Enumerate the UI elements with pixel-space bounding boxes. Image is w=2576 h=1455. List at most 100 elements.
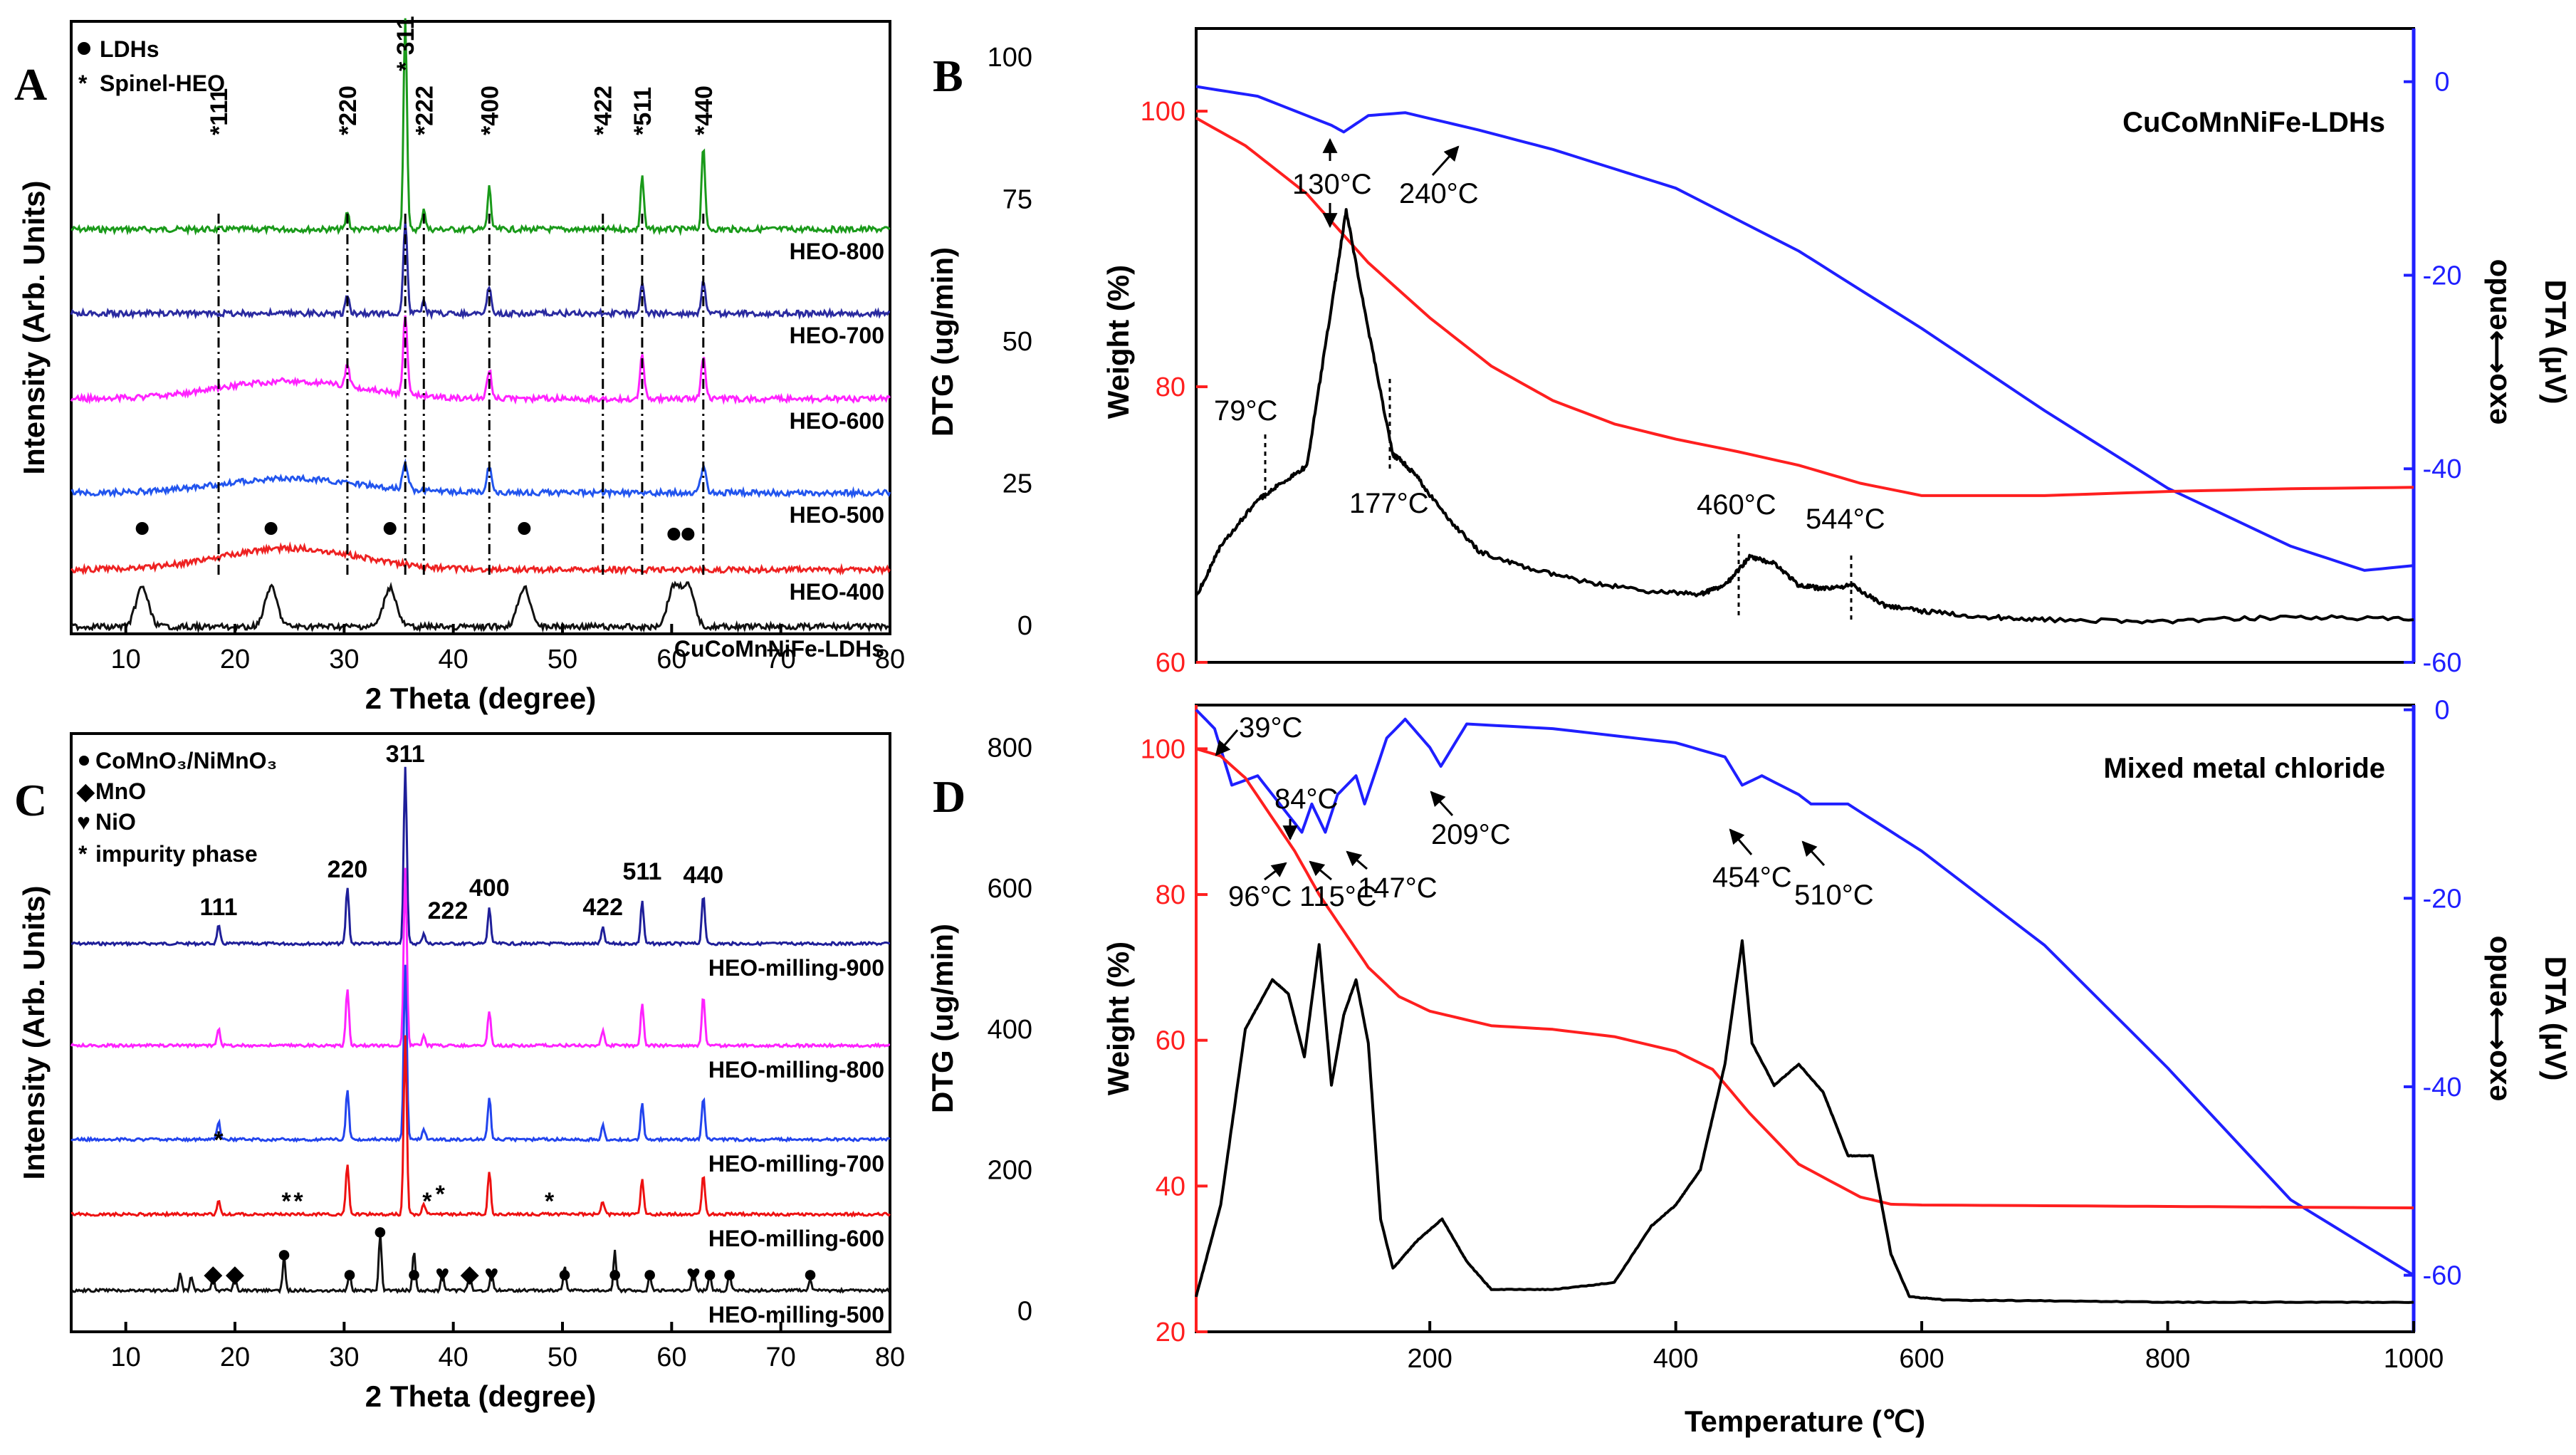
annotation-544c: 544°C	[1806, 504, 1885, 535]
xrd-series-heo-milling-600	[70, 1035, 891, 1218]
series-label-heo-milling-800: HEO-milling-800	[708, 1057, 884, 1083]
b-dtg-tick-label: 25	[1002, 469, 1032, 499]
panel-c-series-labels: HEO-milling-900 HEO-milling-800 HEO-millin…	[708, 955, 884, 1328]
panel-c-legend: CoMnO₃/NiMnO₃ ◆ MnO ♥ NiO * impurity pha…	[76, 748, 277, 867]
annotation-39c: 39°C	[1239, 712, 1302, 744]
c-x-tick-label: 30	[329, 1342, 359, 1372]
panel-b-weight-ticks: 60 80 100	[1141, 97, 1208, 678]
ldh-peak-dot-icon	[518, 522, 531, 535]
c-impurity-star-icon: *	[422, 1188, 432, 1215]
panel-c-plot-frame	[70, 732, 891, 1333]
panel-d-exo-endo-label: exo⟷endo	[2479, 936, 2513, 1102]
panel-b-thermal-chart: B 0 25 50 75 100 60 80 100 0 -20 -40 -60 CuCoMnNi…	[926, 27, 2572, 678]
panel-d-x-axis-label: Temperature (℃)	[1685, 1404, 1925, 1438]
legend-comno3-label: CoMnO₃/NiMnO₃	[95, 748, 277, 773]
xrd-series-heo-milling-700	[70, 964, 891, 1143]
legend-spinel-star: *	[78, 71, 88, 96]
d-dtg-tick-label: 0	[1017, 1296, 1032, 1326]
series-label-heo-500: HEO-500	[790, 502, 884, 528]
panel-d-dta-label: DTA (μV)	[2539, 956, 2572, 1081]
c-impurity-star-icon: *	[293, 1188, 303, 1215]
ldh-peak-dot-icon	[667, 528, 681, 541]
xrd-series-heo-500	[70, 458, 891, 500]
series-label-heo-600: HEO-600	[790, 408, 884, 434]
xrd-series-heo-600	[70, 315, 891, 405]
legend-nio-marker: ♥	[77, 809, 90, 835]
d-dtg-tick-label: 200	[988, 1156, 1032, 1186]
c-phase-marker-icon: ●	[557, 1261, 572, 1288]
series-label-heo-700: HEO-700	[790, 323, 884, 348]
d-weight-tick-label: 80	[1156, 880, 1185, 910]
a-x-tick-label: 60	[656, 645, 686, 674]
peak-label-3: *222	[411, 85, 438, 135]
panel-a-x-axis-label: 2 Theta (degree)	[365, 682, 596, 715]
peak-label-6: *511	[629, 87, 656, 135]
panel-c-phase-markers: ◆ ◆●●●● ♥ ◆ ♥ ● ● ● ♥ ● ● ●** * * * *	[204, 1127, 817, 1288]
panel-b-annotations: 130°C 240°C 79°C 177°C 460°C 544°C	[1214, 137, 1885, 623]
peak-label-4: *400	[476, 85, 503, 135]
panel-d-dta-ticks: 0 -20 -40 -60	[2404, 696, 2461, 1291]
panel-a-peak-labels: *111 *220 * 311 *222 *400 *422 *511 *440	[206, 16, 718, 135]
series-label-heo-milling-500: HEO-milling-500	[708, 1302, 884, 1328]
d-weight-tick-label: 40	[1156, 1172, 1185, 1201]
c-x-tick-label: 60	[656, 1342, 686, 1372]
panel-b-dtg-ticks: 0 25 50 75 100	[988, 43, 1032, 641]
c-x-tick-label: 40	[439, 1342, 468, 1372]
b-dta-tick-label: -40	[2423, 454, 2462, 484]
arrow-39c-icon	[1215, 729, 1239, 756]
annotation-209c: 209°C	[1431, 819, 1511, 850]
panel-c-x-axis-label: 2 Theta (degree)	[365, 1380, 596, 1413]
panel-a-y-axis-label: Intensity (Arb. Units)	[17, 180, 51, 474]
b-series-dta	[1195, 85, 2414, 572]
c-x-tick-label: 80	[875, 1342, 905, 1372]
panel-a-series-labels: HEO-800 HEO-700 HEO-600 HEO-500 HEO-400 CuCoM…	[674, 239, 884, 662]
xrd-series-cucomnnife-ldhs	[70, 580, 891, 634]
legend-spinel-label: Spinel-HEO	[100, 71, 225, 96]
panel-label-b: B	[933, 51, 963, 101]
b-series-weight	[1195, 117, 2414, 497]
legend-nio-label: NiO	[95, 809, 136, 835]
legend-mno-marker: ◆	[76, 778, 95, 804]
annotation-96c: 96°C	[1228, 881, 1292, 912]
ldh-peak-dot-icon	[135, 522, 149, 535]
c-phase-marker-icon: ●	[642, 1261, 657, 1288]
peak-label-0: *111	[206, 88, 233, 135]
b-dtg-tick-label: 50	[1002, 327, 1032, 357]
xrd-series-heo-700	[70, 221, 891, 320]
b-dtg-tick-label: 75	[1002, 184, 1032, 214]
ldh-peak-dot-icon	[264, 522, 278, 535]
panel-a-xrd-chart: A 10 20 30 40 50 60 70 80 *111 *220 * 311 *222 *400…	[14, 16, 905, 715]
legend-ldh-dot-icon	[78, 42, 90, 55]
c-impurity-star-icon: *	[436, 1181, 446, 1208]
series-label-cucomnnife-ldhs: CuCoMnNiFe-LDHs	[674, 636, 884, 662]
c-phase-marker-icon: ◆	[226, 1261, 245, 1288]
series-label-heo-milling-900: HEO-milling-900	[708, 955, 884, 981]
panel-a-x-ticks: 10 20 30 40 50 60 70 80	[111, 624, 905, 674]
series-label-heo-800: HEO-800	[790, 239, 884, 264]
d-x-tick-label: 600	[1899, 1344, 1944, 1374]
xrd-series-heo-400	[70, 541, 891, 576]
peak-label-7: *440	[691, 85, 718, 135]
c-peak-label-222: 222	[428, 897, 468, 924]
panel-a-plot-frame	[70, 20, 891, 635]
d-weight-tick-label: 100	[1141, 734, 1185, 764]
c-phase-marker-icon: ♥	[484, 1261, 498, 1288]
panel-d-dtg-label: DTG (ug/min)	[926, 924, 959, 1113]
panel-b-dtg-label: DTG (ug/min)	[926, 247, 959, 437]
c-phase-marker-icon: ●	[607, 1261, 622, 1288]
panel-b-title: CuCoMnNiFe-LDHs	[2122, 107, 2385, 138]
arrow-240c-icon	[1431, 145, 1460, 177]
panel-label-d: D	[933, 771, 965, 822]
d-dtg-tick-label: 600	[988, 874, 1032, 904]
annotation-130c: 130°C	[1292, 169, 1372, 200]
c-x-tick-label: 10	[111, 1342, 141, 1372]
d-series-weight	[1195, 747, 2414, 1209]
b-dta-tick-label: -20	[2423, 261, 2462, 291]
b-dtg-tick-label: 100	[988, 43, 1032, 73]
panel-d-title: Mixed metal chloride	[2103, 753, 2385, 784]
d-dta-tick-label: 0	[2434, 696, 2449, 726]
legend-mno-label: MnO	[95, 778, 146, 804]
d-weight-tick-label: 60	[1156, 1026, 1185, 1056]
